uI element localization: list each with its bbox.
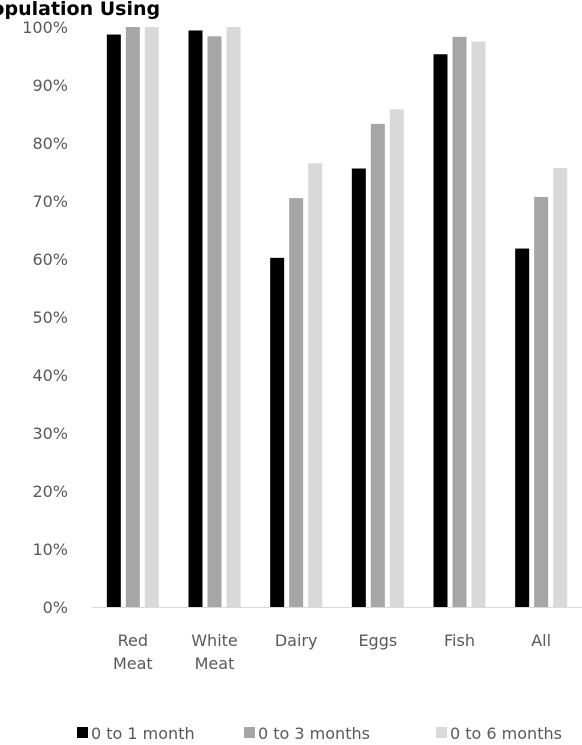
bar	[452, 36, 467, 608]
bar	[370, 123, 385, 608]
legend: 0 to 1 month 0 to 3 months 0 to 6 months	[77, 724, 562, 743]
bar	[515, 248, 530, 607]
bar	[207, 36, 222, 607]
y-tick-label: 20%	[32, 482, 68, 501]
x-tick-label: Fish	[444, 631, 475, 650]
x-tick-label: Dairy	[275, 631, 318, 650]
y-tick-label: 10%	[32, 540, 68, 559]
x-tick-label: Eggs	[358, 631, 397, 650]
y-tick-label: 90%	[32, 76, 68, 95]
y-tick-label: 30%	[32, 424, 68, 443]
bar	[351, 168, 366, 607]
y-axis: 0% 10% 20% 30% 40% 50% 60% 70% 80% 90% 100%	[22, 18, 68, 617]
bar	[226, 27, 241, 607]
x-tick-label: Meat	[113, 654, 153, 673]
legend-label: 0 to 3 months	[258, 724, 370, 743]
y-tick-label: 80%	[32, 134, 68, 153]
y-tick-label: 50%	[32, 308, 68, 327]
bar	[433, 54, 448, 607]
legend-swatch	[436, 727, 447, 738]
x-tick-label: All	[531, 631, 551, 650]
legend-swatch	[77, 727, 88, 738]
bar	[534, 196, 549, 607]
y-tick-label: 40%	[32, 366, 68, 385]
bar	[289, 198, 304, 607]
legend-swatch	[244, 727, 255, 738]
x-axis: Red Meat White Meat Dairy Eggs Fish All	[92, 607, 582, 673]
y-tick-label: 100%	[22, 18, 68, 37]
bar	[106, 34, 121, 608]
legend-label: 0 to 6 months	[450, 724, 562, 743]
bar	[553, 167, 568, 607]
plot-area	[106, 27, 568, 608]
y-tick-label: 70%	[32, 192, 68, 211]
bar	[125, 27, 140, 607]
bar	[188, 30, 203, 608]
bar	[308, 163, 323, 608]
x-tick-label: Meat	[195, 654, 235, 673]
y-tick-label: 0%	[43, 598, 68, 617]
bar	[389, 109, 404, 608]
x-tick-label: White	[191, 631, 238, 650]
y-tick-label: 60%	[32, 250, 68, 269]
x-tick-label: Red	[118, 631, 148, 650]
bar	[144, 27, 159, 607]
bar	[270, 257, 285, 607]
bar	[471, 41, 486, 607]
chart-title: e Population Using	[0, 0, 160, 20]
legend-label: 0 to 1 month	[91, 724, 195, 743]
